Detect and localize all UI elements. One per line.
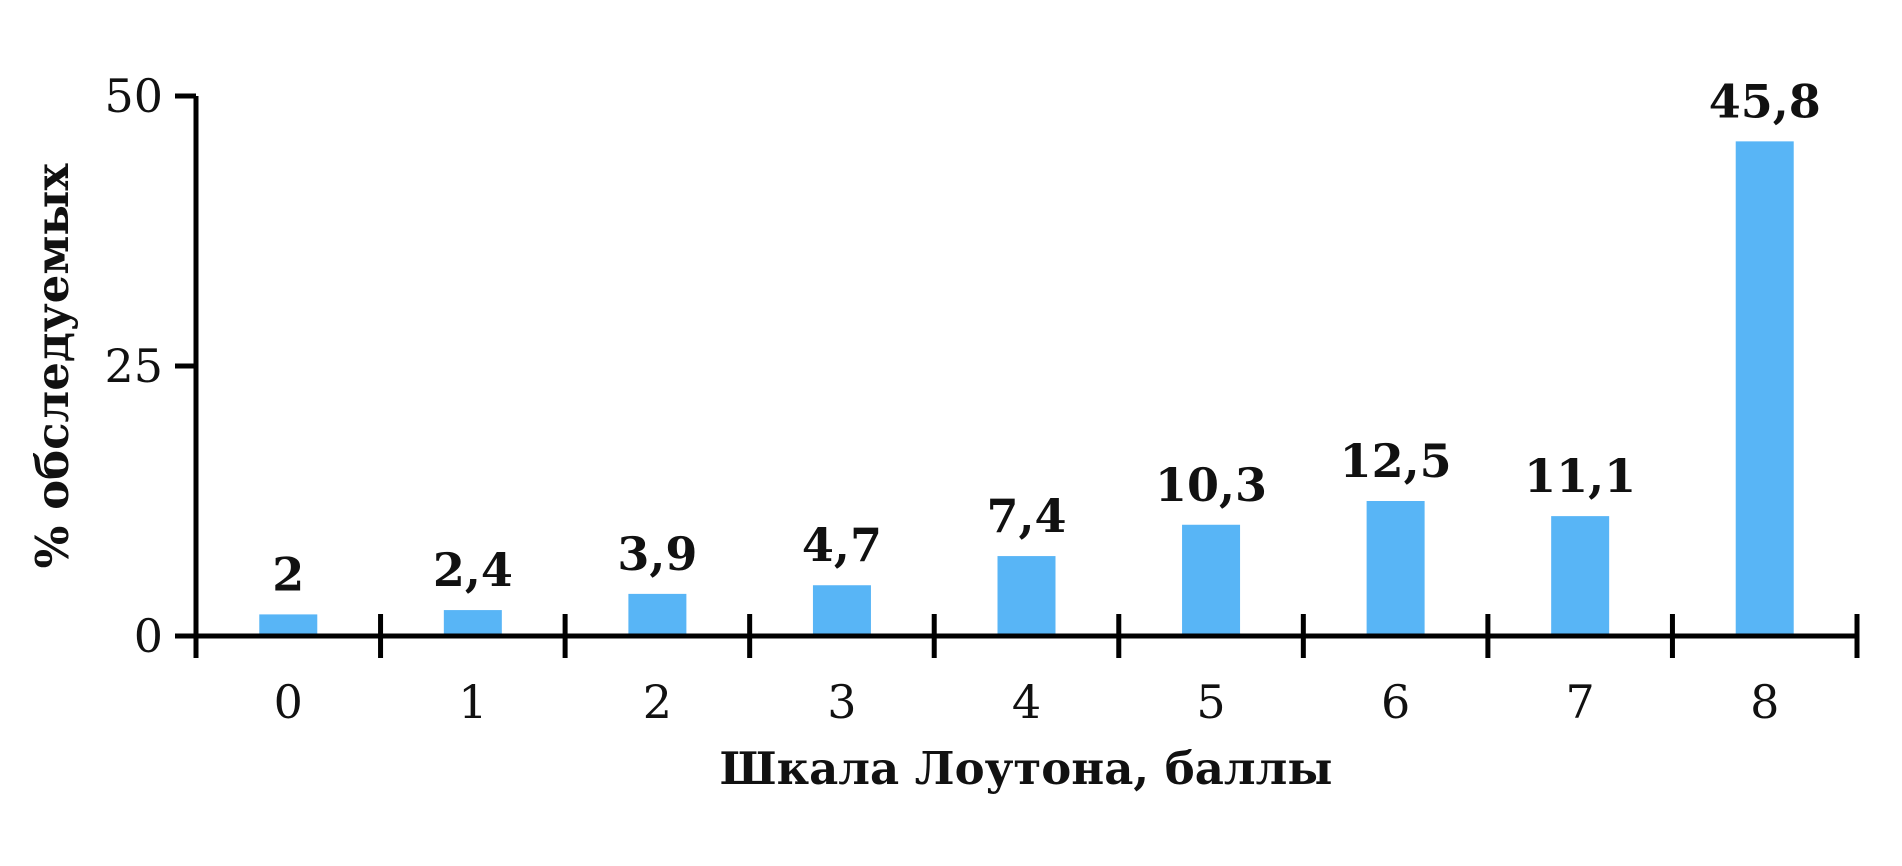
y-axis-title: % обследуемых xyxy=(26,162,79,568)
x-category-label: 4 xyxy=(1012,675,1041,729)
x-category-label: 0 xyxy=(274,675,303,729)
x-category-label: 5 xyxy=(1196,675,1225,729)
x-axis-title: Шкала Лоутона, баллы xyxy=(720,742,1333,795)
bars-layer xyxy=(259,141,1794,637)
bar-value-label: 10,3 xyxy=(1155,458,1267,512)
bar-value-label: 12,5 xyxy=(1340,434,1452,488)
bar-6 xyxy=(1366,501,1425,636)
bar-7 xyxy=(1551,516,1610,636)
bar-value-label: 3,9 xyxy=(617,527,697,581)
bar-value-label: 7,4 xyxy=(986,489,1066,543)
axes-layer xyxy=(175,93,1860,658)
x-category-label: 6 xyxy=(1381,675,1410,729)
labels-layer: 2 0 2,4 1 3,9 2 4,7 3 7,4 4 10,3 5 12,5 6 11,1 7 45,8 8 0 2… xyxy=(104,69,1820,729)
bar-4 xyxy=(997,556,1056,636)
bar-2 xyxy=(628,593,687,636)
y-tick-label: 0 xyxy=(134,609,163,663)
bar-value-label: 11,1 xyxy=(1524,449,1636,503)
x-category-label: 3 xyxy=(827,675,856,729)
x-category-label: 2 xyxy=(643,675,672,729)
x-category-label: 8 xyxy=(1750,675,1779,729)
x-category-label: 7 xyxy=(1566,675,1595,729)
y-tick-label: 50 xyxy=(104,69,163,123)
bar-value-label: 4,7 xyxy=(802,518,882,572)
y-tick-label: 25 xyxy=(104,339,163,393)
bar-value-label: 2,4 xyxy=(433,543,513,597)
bar-8 xyxy=(1735,141,1794,637)
x-category-label: 1 xyxy=(458,675,487,729)
bar-3 xyxy=(812,585,871,636)
bar-value-label: 2 xyxy=(272,547,304,601)
bar-1 xyxy=(443,610,502,636)
bar-0 xyxy=(259,614,318,636)
bar-value-label: 45,8 xyxy=(1709,74,1821,128)
bar-5 xyxy=(1182,524,1241,636)
